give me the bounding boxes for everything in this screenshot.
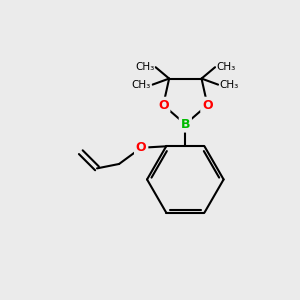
- Text: B: B: [181, 118, 190, 131]
- Text: O: O: [136, 141, 146, 154]
- Text: CH₃: CH₃: [220, 80, 239, 90]
- Text: O: O: [202, 99, 213, 112]
- Text: CH₃: CH₃: [132, 80, 151, 90]
- Text: CH₃: CH₃: [135, 62, 154, 72]
- Text: CH₃: CH₃: [217, 62, 236, 72]
- Text: O: O: [158, 99, 169, 112]
